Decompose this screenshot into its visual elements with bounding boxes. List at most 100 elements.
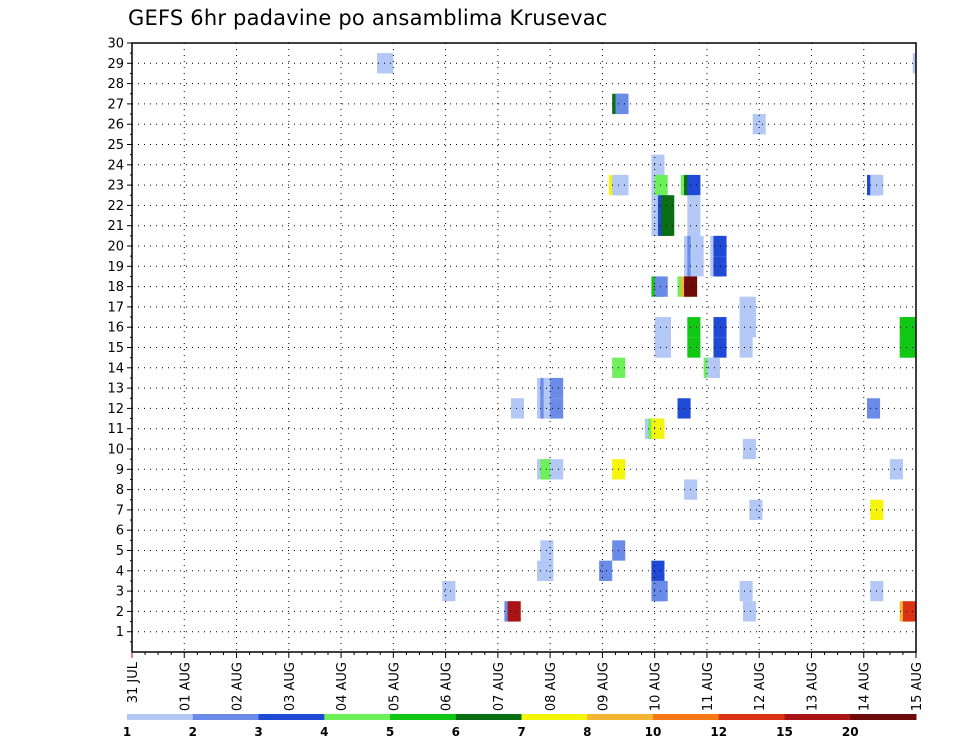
heatmap-cell (657, 317, 671, 338)
colorbar-segment (455, 714, 522, 720)
x-tick-label: 08 AUG (544, 662, 559, 711)
colorbar-label: 20 (842, 725, 859, 739)
y-tick-label: 17 (107, 300, 124, 315)
y-tick-label: 15 (107, 341, 124, 356)
heatmap-cell (550, 459, 564, 480)
colorbar: 1 2 3 4 5 6 7 8 10 12 15 20 (123, 714, 917, 739)
heatmap-cell (550, 377, 564, 399)
heatmap-cell (742, 601, 756, 622)
heatmap-cell (752, 114, 766, 135)
heatmap-cell (615, 93, 629, 115)
y-tick-label: 3 (116, 585, 124, 600)
colorbar-segment (127, 714, 194, 720)
y-tick-label: 16 (107, 321, 124, 336)
heatmap-cell (380, 53, 394, 74)
heatmap-cell (739, 580, 753, 602)
colorbar-label: 4 (320, 725, 328, 739)
colorbar-label: 3 (254, 725, 262, 739)
y-tick-label: 12 (107, 402, 124, 417)
x-tick-label: 13 AUG (805, 662, 820, 711)
heatmap-cell (615, 174, 629, 196)
colorbar-label: 12 (710, 725, 727, 739)
colorbar-label: 10 (645, 725, 662, 739)
colorbar-segment (850, 714, 917, 720)
heatmap-cell (742, 438, 756, 460)
cells-layer (377, 53, 916, 622)
y-tick-label: 9 (116, 463, 124, 478)
heatmap-cell (442, 580, 456, 602)
y-tick-label: 1 (116, 625, 124, 640)
colorbar-segment (718, 714, 785, 720)
y-tick-label: 25 (107, 138, 124, 153)
y-tick-label: 18 (107, 280, 124, 295)
y-tick-label: 4 (116, 564, 124, 579)
colorbar-label: 15 (776, 725, 793, 739)
heatmap-cell (690, 256, 704, 277)
y-tick-label: 24 (107, 158, 124, 173)
colorbar-label: 5 (386, 725, 394, 739)
heatmap-cell (867, 398, 881, 419)
heatmap-cell (739, 317, 753, 338)
colorbar-segment (587, 714, 654, 720)
heatmap-cell (706, 357, 720, 378)
y-tick-label: 10 (107, 443, 124, 458)
heatmap-cell (507, 601, 521, 622)
heatmap-cell (687, 215, 701, 236)
heatmap-cell (749, 499, 763, 521)
x-tick-label: 12 AUG (753, 662, 768, 711)
heatmap-cell (661, 215, 675, 236)
heatmap-cell (654, 580, 668, 602)
colorbar-label: 8 (583, 725, 591, 739)
x-tick-label: 07 AUG (492, 662, 507, 711)
heatmap-cell (651, 154, 665, 175)
x-tick-label: 14 AUG (858, 662, 873, 711)
x-tick-label: 31 JUL (126, 661, 141, 703)
colorbar-segment (521, 714, 588, 720)
y-tick-label: 13 (107, 382, 124, 397)
heatmap-cell (690, 235, 704, 257)
y-tick-label: 23 (107, 179, 124, 194)
x-tick-label: 09 AUG (596, 662, 611, 711)
y-tick-label: 7 (116, 503, 124, 518)
heatmap-cell (654, 174, 668, 196)
heatmap-cell (651, 418, 665, 439)
x-tick-label: 15 AUG (910, 662, 925, 711)
colorbar-label: 1 (123, 725, 131, 739)
colorbar-segment (258, 714, 325, 720)
y-tick-label: 28 (107, 77, 124, 92)
y-tick-label: 19 (107, 260, 124, 275)
heatmap-cell (651, 560, 665, 581)
heatmap-cell (687, 174, 701, 196)
colorbar-label: 2 (189, 725, 197, 739)
colorbar-segment (784, 714, 851, 720)
heatmap-cell (902, 337, 916, 358)
heatmap-cell (687, 317, 701, 338)
grid-layer (132, 43, 916, 652)
y-tick-label: 27 (107, 97, 124, 112)
y-tick-label: 14 (107, 361, 124, 376)
x-tick-label: 03 AUG (283, 662, 298, 711)
heatmap-cell (902, 601, 916, 622)
x-tick-label: 10 AUG (649, 662, 664, 711)
heatmap-cell (739, 337, 753, 358)
heatmap-cell (889, 459, 903, 480)
colorbar-label: 7 (517, 725, 525, 739)
colorbar-segment (653, 714, 720, 720)
x-tick-label: 02 AUG (231, 662, 246, 711)
heatmap-cell (902, 317, 916, 338)
heatmap-cell (657, 337, 671, 358)
y-tick-label: 6 (116, 524, 124, 539)
heatmap-cell (687, 195, 701, 216)
y-tick-label: 11 (107, 422, 124, 437)
x-tick-label: 11 AUG (701, 662, 716, 711)
y-tick-label: 22 (107, 199, 124, 214)
x-tick-label: 05 AUG (387, 662, 402, 711)
y-tick-label: 8 (116, 483, 124, 498)
heatmap-cell (654, 276, 668, 297)
x-tick-label: 06 AUG (440, 662, 455, 711)
y-axis: 1234567891011121314151617181920212223242… (107, 37, 132, 643)
y-tick-label: 5 (116, 544, 124, 559)
heatmap-cell (599, 560, 613, 581)
colorbar-segment (324, 714, 391, 720)
heatmap-cell (550, 398, 564, 419)
